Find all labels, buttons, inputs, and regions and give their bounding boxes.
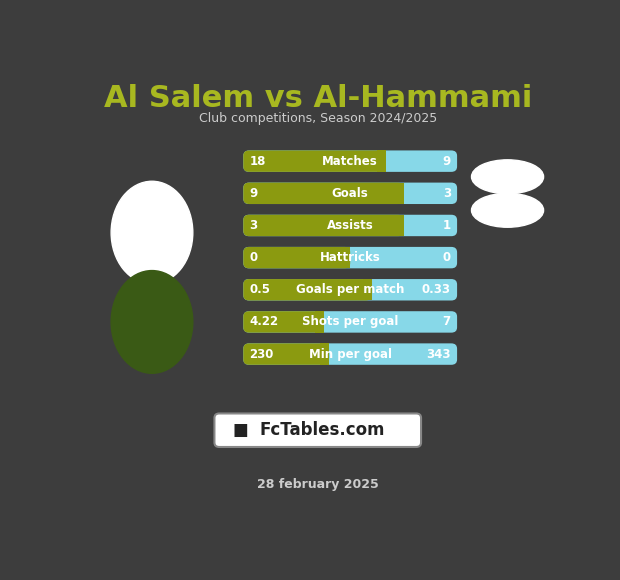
Text: 4.22: 4.22 xyxy=(249,316,278,328)
Ellipse shape xyxy=(111,271,193,374)
Text: Goals per match: Goals per match xyxy=(296,283,404,296)
Text: 3: 3 xyxy=(249,219,258,232)
Text: Matches: Matches xyxy=(322,155,378,168)
FancyBboxPatch shape xyxy=(243,215,457,236)
Text: 0.33: 0.33 xyxy=(422,283,451,296)
FancyBboxPatch shape xyxy=(243,279,371,300)
Text: 0.5: 0.5 xyxy=(249,283,270,296)
FancyBboxPatch shape xyxy=(243,311,457,333)
Text: Al Salem vs Al-Hammami: Al Salem vs Al-Hammami xyxy=(104,84,532,113)
Text: 0: 0 xyxy=(443,251,451,264)
Text: Hattricks: Hattricks xyxy=(320,251,381,264)
Text: 343: 343 xyxy=(427,347,451,361)
Text: Club competitions, Season 2024/2025: Club competitions, Season 2024/2025 xyxy=(198,112,437,125)
Text: 18: 18 xyxy=(249,155,266,168)
FancyBboxPatch shape xyxy=(215,414,421,447)
Text: Assists: Assists xyxy=(327,219,374,232)
Bar xyxy=(395,183,404,204)
FancyBboxPatch shape xyxy=(243,247,350,269)
Text: 230: 230 xyxy=(249,347,274,361)
FancyBboxPatch shape xyxy=(243,343,329,365)
Text: ■: ■ xyxy=(233,421,249,439)
FancyBboxPatch shape xyxy=(243,247,457,269)
FancyBboxPatch shape xyxy=(243,311,324,333)
Text: 1: 1 xyxy=(443,219,451,232)
FancyBboxPatch shape xyxy=(243,183,457,204)
FancyBboxPatch shape xyxy=(243,150,386,172)
Text: 0: 0 xyxy=(249,251,258,264)
Bar xyxy=(363,279,371,300)
Ellipse shape xyxy=(111,181,193,284)
Bar xyxy=(321,343,329,365)
Bar xyxy=(395,215,404,236)
Text: 9: 9 xyxy=(249,187,258,200)
FancyBboxPatch shape xyxy=(243,279,457,300)
FancyBboxPatch shape xyxy=(243,343,457,365)
FancyBboxPatch shape xyxy=(243,150,457,172)
Ellipse shape xyxy=(471,160,544,194)
Text: 28 february 2025: 28 february 2025 xyxy=(257,478,379,491)
Text: FcTables.com: FcTables.com xyxy=(259,421,384,439)
FancyBboxPatch shape xyxy=(243,215,404,236)
FancyBboxPatch shape xyxy=(243,183,404,204)
Text: Shots per goal: Shots per goal xyxy=(302,316,399,328)
Text: Goals: Goals xyxy=(332,187,368,200)
Ellipse shape xyxy=(471,193,544,227)
Text: 7: 7 xyxy=(443,316,451,328)
Text: 9: 9 xyxy=(443,155,451,168)
Bar xyxy=(342,247,350,269)
Text: Min per goal: Min per goal xyxy=(309,347,392,361)
Text: 3: 3 xyxy=(443,187,451,200)
Bar xyxy=(315,311,324,333)
Bar xyxy=(377,150,386,172)
